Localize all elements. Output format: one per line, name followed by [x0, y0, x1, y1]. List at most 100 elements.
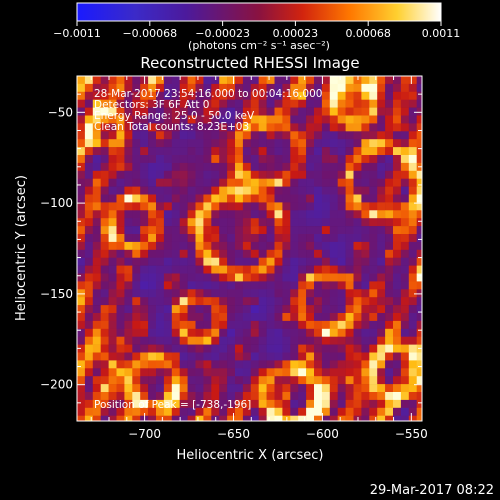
heatmap-cell — [274, 91, 283, 100]
heatmap-cell — [211, 139, 220, 148]
heatmap-cell — [195, 202, 204, 211]
heatmap-cell — [321, 257, 331, 266]
heatmap-cell — [148, 249, 157, 258]
heatmap-cell — [203, 407, 212, 416]
heatmap-cell — [377, 399, 386, 409]
heatmap-cell — [140, 281, 149, 290]
heatmap-cell — [77, 91, 86, 100]
heatmap-cell — [140, 265, 149, 274]
heatmap-cell — [211, 170, 220, 179]
heatmap-cell — [345, 115, 354, 124]
heatmap-cell — [400, 249, 410, 258]
heatmap-cell — [345, 257, 354, 266]
heatmap-cell — [258, 273, 267, 282]
annotation-time-range: 28-Mar-2017 23:54:16.000 to 00:04:16.000 — [94, 88, 322, 100]
heatmap-cell — [385, 376, 394, 385]
heatmap-cell — [163, 218, 173, 227]
heatmap-cell — [116, 234, 125, 243]
heatmap-cell — [77, 107, 86, 116]
heatmap-cell — [266, 178, 275, 187]
heatmap-cell — [163, 210, 173, 219]
heatmap-cell — [408, 297, 417, 306]
heatmap-cell — [242, 170, 252, 179]
heatmap-cell — [369, 210, 378, 219]
heatmap-cell — [337, 186, 346, 195]
heatmap-cell — [116, 249, 125, 258]
heatmap-cell — [306, 194, 315, 203]
heatmap-cell — [219, 281, 228, 290]
x-tick-label: −700 — [128, 427, 161, 441]
heatmap-cell — [211, 76, 220, 85]
heatmap-cell — [400, 234, 410, 243]
heatmap-cell — [250, 313, 259, 322]
heatmap-cell — [408, 305, 417, 314]
heatmap-cell — [290, 320, 299, 330]
heatmap-cell — [306, 313, 315, 322]
heatmap-cell — [314, 139, 323, 148]
heatmap-cell — [187, 194, 196, 203]
heatmap-cell — [400, 360, 410, 369]
heatmap-cell — [361, 360, 370, 369]
heatmap-cell — [266, 281, 275, 290]
heatmap-cell — [77, 123, 86, 132]
heatmap-cell — [187, 313, 196, 322]
heatmap-cell — [290, 265, 299, 274]
heatmap-cell — [377, 139, 386, 148]
heatmap-cell — [92, 392, 101, 401]
heatmap-cell — [116, 392, 125, 401]
heatmap-cell — [203, 392, 212, 401]
heatmap-cell — [266, 328, 275, 337]
heatmap-cell — [92, 344, 101, 353]
heatmap-cell — [377, 107, 386, 116]
heatmap-cell — [148, 170, 157, 179]
heatmap-cell — [369, 336, 378, 345]
heatmap-cell — [195, 83, 204, 93]
heatmap-cell — [156, 328, 165, 337]
heatmap-cell — [329, 328, 338, 337]
heatmap-cell — [108, 194, 117, 203]
heatmap-cell — [187, 320, 196, 330]
heatmap-cell — [321, 328, 331, 337]
colorbar-tick-label: −0.00023 — [195, 27, 250, 40]
heatmap-cell — [408, 320, 417, 330]
heatmap-cell — [219, 265, 228, 274]
heatmap-cell — [171, 415, 180, 421]
heatmap-cell — [321, 399, 331, 409]
heatmap-cell — [258, 83, 267, 93]
heatmap-cell — [266, 305, 275, 314]
heatmap-cell — [321, 297, 331, 306]
heatmap-cell — [140, 226, 149, 235]
axes: −700 −650 −600 −550−200−150−100−50 — [40, 76, 428, 441]
heatmap-cell — [77, 415, 86, 421]
heatmap-cell — [345, 352, 354, 361]
heatmap-cell — [290, 336, 299, 345]
heatmap-cell — [219, 234, 228, 243]
heatmap-cell — [116, 352, 125, 361]
heatmap-cell — [321, 234, 331, 243]
heatmap-cell — [77, 368, 86, 377]
heatmap-cell — [211, 83, 220, 93]
heatmap-cell — [353, 131, 362, 140]
heatmap-cell — [132, 107, 141, 116]
heatmap-cell — [116, 210, 125, 219]
heatmap-cell — [219, 241, 228, 251]
heatmap-cell — [345, 407, 354, 416]
heatmap-cell — [108, 186, 117, 195]
heatmap-cell — [266, 99, 275, 108]
heatmap-cell — [306, 384, 315, 393]
heatmap-cell — [416, 392, 422, 401]
heatmap-cell — [298, 313, 307, 322]
heatmap-cell — [321, 344, 331, 353]
heatmap-cell — [290, 384, 299, 393]
heatmap-cell — [274, 76, 283, 85]
heatmap-cell — [345, 178, 354, 187]
heatmap-cell — [179, 155, 188, 164]
heatmap-cell — [314, 297, 323, 306]
heatmap-cell — [171, 170, 180, 179]
heatmap-cell — [329, 281, 338, 290]
heatmap-cell — [227, 368, 236, 377]
heatmap-cell — [258, 241, 267, 251]
heatmap-cell — [242, 107, 252, 116]
heatmap-cell — [140, 202, 149, 211]
heatmap-cell — [314, 289, 323, 298]
